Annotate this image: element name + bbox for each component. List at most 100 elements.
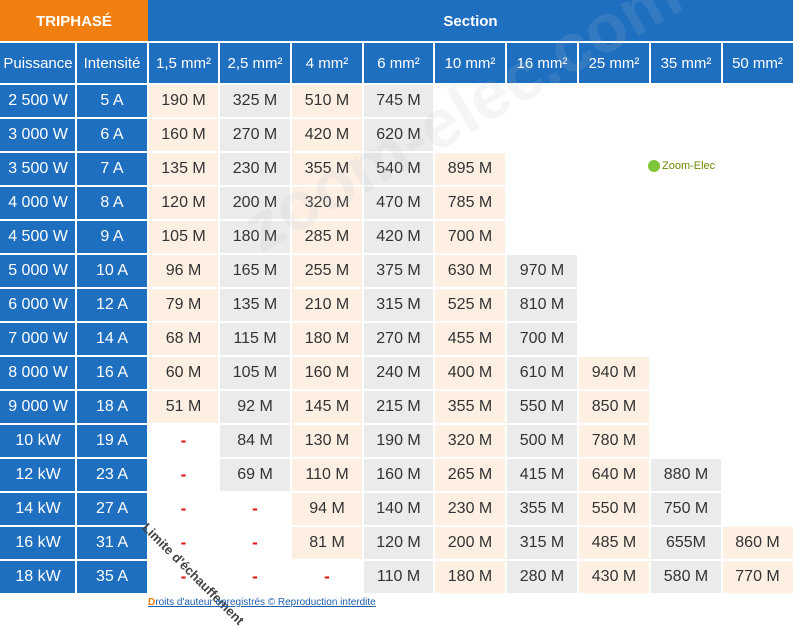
length-cell <box>506 186 578 220</box>
not-allowed-cell: - <box>180 465 187 484</box>
power-row-header: 7 000 W <box>0 322 76 356</box>
column-separator <box>505 42 507 615</box>
row-separator <box>0 423 793 425</box>
length-cell: 280 M <box>506 560 578 594</box>
section-column-header: 16 mm² <box>506 42 578 84</box>
power-row-header: 6 000 W <box>0 288 76 322</box>
not-allowed-cell: - <box>180 533 187 552</box>
section-column-header: 35 mm² <box>650 42 722 84</box>
row-separator <box>0 355 793 357</box>
power-row-header: 12 kW <box>0 458 76 492</box>
length-cell: 550 M <box>506 390 578 424</box>
section-column-header: 4 mm² <box>291 42 363 84</box>
length-cell: 240 M <box>363 356 434 390</box>
length-cell: 81 M <box>291 526 363 560</box>
row-separator <box>0 41 793 43</box>
length-cell: 470 M <box>363 186 434 220</box>
length-cell <box>722 492 793 526</box>
current-row-header: 31 A <box>76 526 148 560</box>
column-separator <box>290 42 292 615</box>
length-cell: 68 M <box>148 322 219 356</box>
length-cell <box>722 424 793 458</box>
length-cell: 700 M <box>434 220 506 254</box>
length-cell: 320 M <box>291 186 363 220</box>
length-cell: 750 M <box>650 492 722 526</box>
length-cell <box>722 118 793 152</box>
length-cell: 270 M <box>219 118 291 152</box>
length-cell <box>650 390 722 424</box>
current-row-header: 19 A <box>76 424 148 458</box>
length-cell <box>578 186 650 220</box>
current-row-header: 16 A <box>76 356 148 390</box>
not-allowed-cell: - <box>252 533 258 552</box>
length-cell: 895 M <box>434 152 506 186</box>
length-cell <box>506 118 578 152</box>
length-cell <box>722 458 793 492</box>
length-cell: 120 M <box>148 186 219 220</box>
current-row-header: 8 A <box>76 186 148 220</box>
not-allowed-cell: - <box>252 567 258 586</box>
copyright-initial: D <box>148 597 156 608</box>
mascot-icon <box>648 160 660 173</box>
length-cell: 780 M <box>578 424 650 458</box>
length-cell: 455 M <box>434 322 506 356</box>
length-cell <box>650 288 722 322</box>
length-cell: 265 M <box>434 458 506 492</box>
not-allowed-cell: - <box>180 499 187 518</box>
copyright-footer[interactable]: Droits d'auteur enregistrés © Reproducti… <box>148 597 376 608</box>
not-allowed-cell: - <box>324 567 330 586</box>
length-cell: 485 M <box>578 526 650 560</box>
power-row-header: 16 kW <box>0 526 76 560</box>
length-cell: 160 M <box>291 356 363 390</box>
length-cell: 60 M <box>148 356 219 390</box>
length-cell <box>722 322 793 356</box>
length-cell: 110 M <box>363 560 434 594</box>
power-row-header: 18 kW <box>0 560 76 594</box>
current-row-header: 35 A <box>76 560 148 594</box>
length-cell: 850 M <box>578 390 650 424</box>
row-separator <box>0 491 793 493</box>
length-cell: 69 M <box>219 458 291 492</box>
length-cell: 630 M <box>434 254 506 288</box>
power-row-header: 4 500 W <box>0 220 76 254</box>
power-row-header: 8 000 W <box>0 356 76 390</box>
length-cell: 620 M <box>363 118 434 152</box>
row-separator <box>0 593 793 595</box>
length-cell <box>722 390 793 424</box>
length-cell: 120 M <box>363 526 434 560</box>
length-cell: 785 M <box>434 186 506 220</box>
length-cell: 355 M <box>434 390 506 424</box>
length-cell: 355 M <box>506 492 578 526</box>
length-cell: 860 M <box>722 526 793 560</box>
length-cell: 215 M <box>363 390 434 424</box>
length-cell <box>578 152 650 186</box>
section-column-header: 50 mm² <box>722 42 793 84</box>
current-row-header: 23 A <box>76 458 148 492</box>
length-cell <box>578 118 650 152</box>
length-cell: 160 M <box>363 458 434 492</box>
length-cell: 610 M <box>506 356 578 390</box>
power-row-header: 14 kW <box>0 492 76 526</box>
length-cell: 500 M <box>506 424 578 458</box>
current-row-header: 27 A <box>76 492 148 526</box>
length-cell: 375 M <box>363 254 434 288</box>
column-separator <box>721 42 723 615</box>
length-cell: 420 M <box>363 220 434 254</box>
current-row-header: 7 A <box>76 152 148 186</box>
section-header: Section <box>148 0 793 42</box>
power-row-header: 4 000 W <box>0 186 76 220</box>
section-column-header: 2,5 mm² <box>219 42 291 84</box>
length-cell <box>722 152 793 186</box>
length-cell: 745 M <box>363 84 434 118</box>
length-cell: 770 M <box>722 560 793 594</box>
length-cell: 130 M <box>291 424 363 458</box>
logo-text: Zoom-Elec <box>662 160 716 172</box>
row-separator <box>0 151 793 153</box>
length-cell: 400 M <box>434 356 506 390</box>
not-allowed-cell: - <box>180 431 187 450</box>
length-cell: 580 M <box>650 560 722 594</box>
length-cell: 200 M <box>219 186 291 220</box>
length-cell: 180 M <box>434 560 506 594</box>
column-separator <box>433 42 435 615</box>
length-cell: 700 M <box>506 322 578 356</box>
